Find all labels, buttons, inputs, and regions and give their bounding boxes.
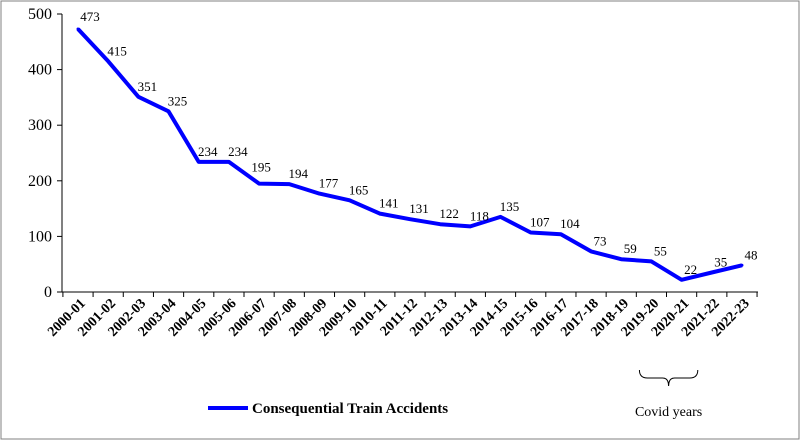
y-tick-label: 100	[28, 228, 52, 245]
data-point	[559, 233, 562, 236]
data-point	[258, 182, 261, 185]
legend: Consequential Train Accidents	[208, 401, 448, 417]
covid-brace	[639, 370, 697, 386]
data-label: 194	[289, 166, 309, 181]
data-label: 234	[228, 144, 248, 159]
data-label: 131	[409, 201, 429, 216]
data-label: 73	[594, 233, 607, 248]
data-label: 22	[684, 262, 697, 277]
data-point	[107, 60, 110, 63]
data-point	[529, 231, 532, 234]
data-point	[77, 28, 80, 31]
data-point	[680, 278, 683, 281]
data-label: 48	[744, 247, 757, 262]
data-point	[740, 264, 743, 267]
data-label: 59	[624, 241, 637, 256]
data-point	[288, 183, 291, 186]
data-point	[137, 95, 140, 98]
data-point	[590, 250, 593, 253]
covid-annotation: Covid years	[635, 370, 702, 420]
line-chart: 0 100 200 300 400 500 2000-012001-022002-0320…	[0, 0, 800, 440]
data-label: 351	[138, 79, 158, 94]
data-point	[378, 212, 381, 215]
y-axis-ticks: 0 100 200 300 400 500	[28, 6, 62, 301]
chart-border	[1, 1, 799, 439]
data-point	[348, 199, 351, 202]
series-line	[78, 29, 742, 280]
y-tick-label: 500	[28, 6, 52, 23]
data-label: 325	[168, 93, 188, 108]
data-label: 234	[198, 144, 218, 159]
data-point	[197, 160, 200, 163]
data-point	[439, 223, 442, 226]
data-point	[620, 258, 623, 261]
chart-root: 0 100 200 300 400 500 2000-01 2001-02 2002-03 20…	[0, 0, 800, 440]
data-point	[499, 215, 502, 218]
legend-label: Consequential Train Accidents	[252, 401, 448, 417]
data-label: 165	[349, 182, 369, 197]
data-label: 195	[251, 160, 271, 175]
data-label: 35	[714, 255, 727, 270]
data-point	[318, 192, 321, 195]
data-label: 415	[107, 43, 127, 58]
y-tick-label: 200	[28, 173, 52, 190]
data-label: 104	[560, 216, 580, 231]
y-tick-label: 300	[28, 117, 52, 134]
data-label: 122	[439, 206, 459, 221]
data-label: 473	[80, 9, 100, 24]
y-tick-label: 400	[28, 62, 52, 79]
covid-annotation-label: Covid years	[635, 405, 702, 420]
data-point	[650, 260, 653, 263]
data-point	[227, 160, 230, 163]
x-axis-ticks: 2000-012001-022002-032003-042004-052005-…	[45, 292, 757, 340]
data-label: 141	[379, 196, 399, 211]
series-group	[77, 28, 744, 282]
data-point	[469, 225, 472, 228]
data-point	[408, 218, 411, 221]
y-tick-label: 0	[44, 284, 52, 301]
data-point	[167, 110, 170, 113]
data-label: 177	[319, 176, 339, 191]
data-point	[710, 271, 713, 274]
data-label: 55	[654, 243, 667, 258]
data-label: 118	[470, 208, 489, 223]
data-label: 135	[500, 199, 520, 214]
data-label: 107	[530, 215, 550, 230]
